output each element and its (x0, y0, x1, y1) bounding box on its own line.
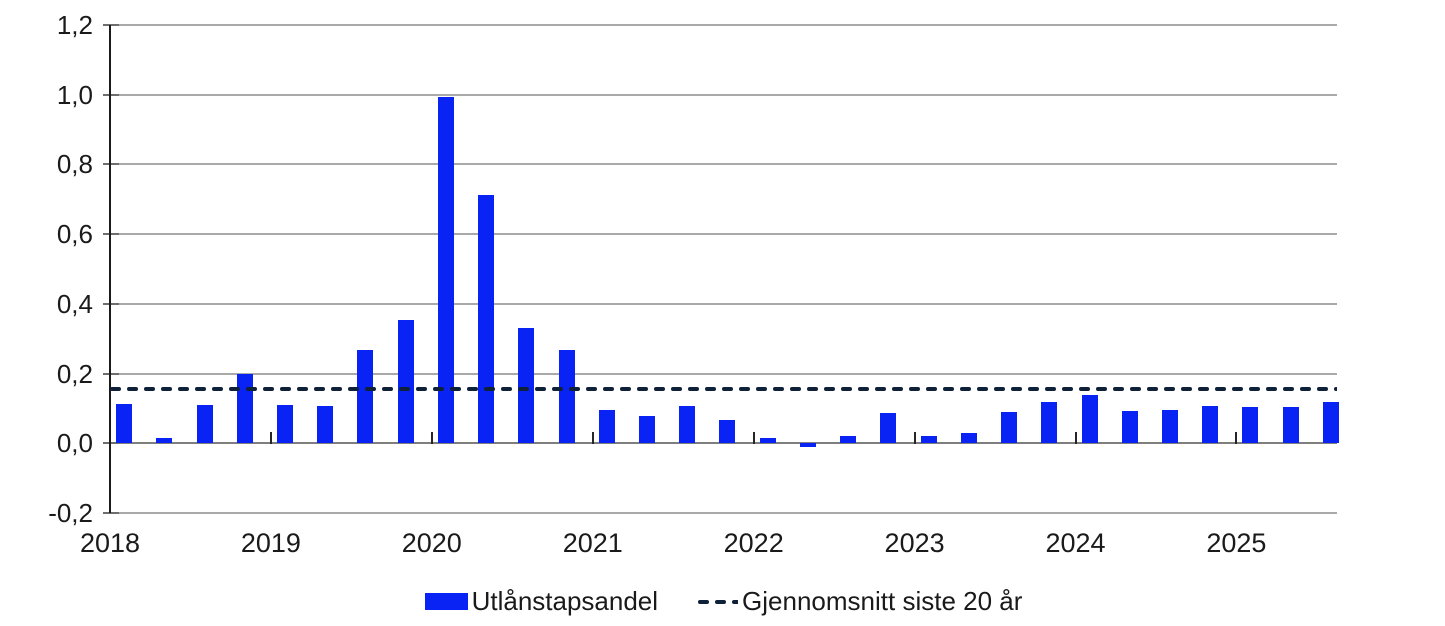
x-axis-tick (752, 432, 755, 445)
bar-2021-K4 (719, 420, 736, 444)
bar-2023-K3 (1001, 411, 1017, 444)
y-axis-tick (103, 442, 119, 445)
legend-item-gjennomsnitt: Gjennomsnitt siste 20 år (698, 585, 1022, 617)
bar-2022-K3 (840, 435, 857, 444)
y-axis-line (109, 25, 111, 513)
y-tick-label: 0,0 (56, 428, 93, 459)
y-tick-label: 0,2 (56, 358, 93, 389)
legend-label-gjennomsnitt: Gjennomsnitt siste 20 år (742, 586, 1023, 616)
y-tick-label: 0,8 (56, 149, 93, 180)
bar-2024-K3 (1162, 409, 1178, 444)
bar-2019-K1 (276, 405, 293, 444)
x-tick-label: 2022 (723, 528, 784, 558)
bar-2023-K4 (1041, 402, 1058, 444)
bar-2019-K3 (357, 350, 374, 444)
legend-item-utlanstapsandel: Utlånstapsandel (424, 585, 659, 617)
bar-2023-K2 (960, 433, 977, 444)
x-tick-label: 2025 (1206, 528, 1267, 558)
bar-2024-K2 (1121, 411, 1138, 444)
bar-2022-K1 (759, 437, 776, 444)
y-axis-tick (103, 372, 119, 375)
dashed-line-swatch-icon (698, 592, 741, 610)
y-tick-label: 0,6 (56, 219, 93, 250)
bar-2025-K1 (1242, 407, 1259, 444)
x-tick-label: 2021 (562, 528, 623, 558)
gridline (110, 372, 1337, 375)
bar-2020-K4 (558, 350, 575, 444)
bar-2020-K3 (518, 327, 535, 444)
x-axis-tick (591, 432, 594, 445)
bar-2020-K2 (478, 194, 495, 444)
bar-2021-K2 (639, 416, 655, 444)
bar-2018-K4 (236, 374, 253, 444)
y-axis-tick (103, 233, 119, 236)
bar-2019-K4 (397, 320, 414, 444)
y-tick-label: 0,4 (56, 288, 93, 319)
legend-label-utlanstapsandel: Utlånstapsandel (471, 586, 659, 616)
y-axis-tick (103, 24, 119, 26)
gridline (110, 302, 1337, 305)
y-tick-label: 1,0 (56, 79, 93, 110)
y-axis-tick (103, 302, 119, 305)
y-axis-tick (103, 93, 119, 96)
gridline (110, 24, 1337, 26)
x-tick-label: 2018 (79, 528, 141, 558)
bar-series-swatch-icon (424, 592, 468, 610)
gridline (110, 163, 1337, 166)
y-tick-label: -0,2 (48, 498, 93, 528)
bar-2024-K4 (1202, 406, 1219, 444)
average-dashed-line (110, 387, 1337, 392)
x-axis-tick (430, 432, 433, 445)
gridline (110, 93, 1337, 96)
gridline (110, 512, 1337, 514)
x-tick-label: 2019 (240, 528, 301, 558)
bar-2018-K3 (196, 405, 213, 444)
bar-2021-K1 (598, 409, 615, 444)
x-tick-label: 2024 (1045, 528, 1106, 558)
x-axis-tick (1074, 432, 1077, 445)
y-axis-tick (103, 163, 119, 166)
bar-2019-K2 (317, 406, 334, 444)
bar-2022-K2 (799, 443, 816, 448)
zero-gridline (110, 442, 1337, 445)
bar-2021-K3 (679, 406, 696, 444)
x-tick-label: 2023 (884, 528, 945, 558)
bar-2024-K1 (1081, 394, 1098, 444)
y-axis-tick (103, 512, 119, 514)
gridline (110, 233, 1337, 236)
y-tick-label: 1,2 (56, 10, 93, 40)
bar-2018-K2 (156, 438, 173, 444)
legend: Utlånstapsandel Gjennomsnitt siste 20 år (110, 584, 1337, 618)
bar-2018-K1 (116, 404, 132, 444)
x-axis-tick (913, 432, 916, 445)
x-axis-tick (269, 432, 272, 445)
bar-2025-K2 (1282, 406, 1299, 444)
bar-2025-K3 (1322, 402, 1339, 444)
bar-2020-K1 (437, 96, 454, 444)
bar-2022-K4 (880, 413, 897, 444)
x-tick-label: 2020 (401, 528, 462, 558)
bar-2023-K1 (920, 435, 937, 444)
x-axis-tick (1235, 432, 1238, 445)
